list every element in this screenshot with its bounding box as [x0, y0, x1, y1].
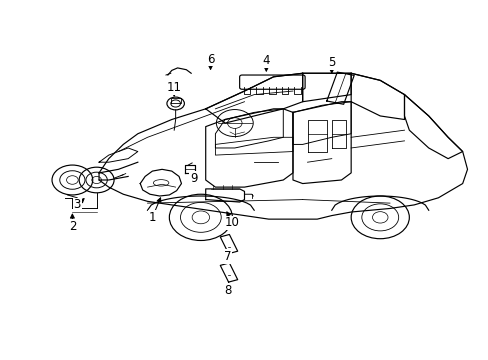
Text: 11: 11 [166, 81, 182, 94]
Text: 7: 7 [224, 250, 231, 263]
Text: 5: 5 [327, 56, 335, 69]
Text: 1: 1 [148, 211, 156, 224]
Text: 3: 3 [73, 198, 81, 211]
Text: 4: 4 [262, 54, 269, 67]
Text: 2: 2 [68, 220, 76, 233]
Text: 9: 9 [189, 172, 197, 185]
Text: 8: 8 [224, 284, 231, 297]
Text: 10: 10 [224, 216, 239, 229]
Text: 6: 6 [206, 53, 214, 66]
